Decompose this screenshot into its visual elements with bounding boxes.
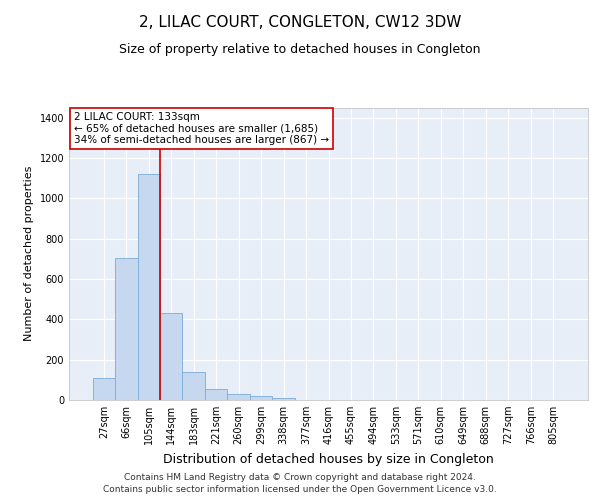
Bar (205, 390, 227, 400)
Bar (115, 258, 137, 400)
Text: Contains HM Land Registry data © Crown copyright and database right 2024.: Contains HM Land Registry data © Crown c… (124, 472, 476, 482)
Bar (250, 396, 272, 400)
Bar (272, 398, 295, 400)
Text: 2, LILAC COURT, CONGLETON, CW12 3DW: 2, LILAC COURT, CONGLETON, CW12 3DW (139, 15, 461, 30)
Bar (137, 174, 160, 400)
Bar (92, 378, 115, 400)
Bar (182, 372, 205, 400)
Text: 2 LILAC COURT: 133sqm
← 65% of detached houses are smaller (1,685)
34% of semi-d: 2 LILAC COURT: 133sqm ← 65% of detached … (74, 112, 329, 145)
Y-axis label: Number of detached properties: Number of detached properties (24, 166, 34, 342)
Bar (160, 314, 182, 400)
Bar (227, 394, 250, 400)
X-axis label: Distribution of detached houses by size in Congleton: Distribution of detached houses by size … (163, 452, 494, 466)
Text: Size of property relative to detached houses in Congleton: Size of property relative to detached ho… (119, 42, 481, 56)
Text: Contains public sector information licensed under the Open Government Licence v3: Contains public sector information licen… (103, 485, 497, 494)
